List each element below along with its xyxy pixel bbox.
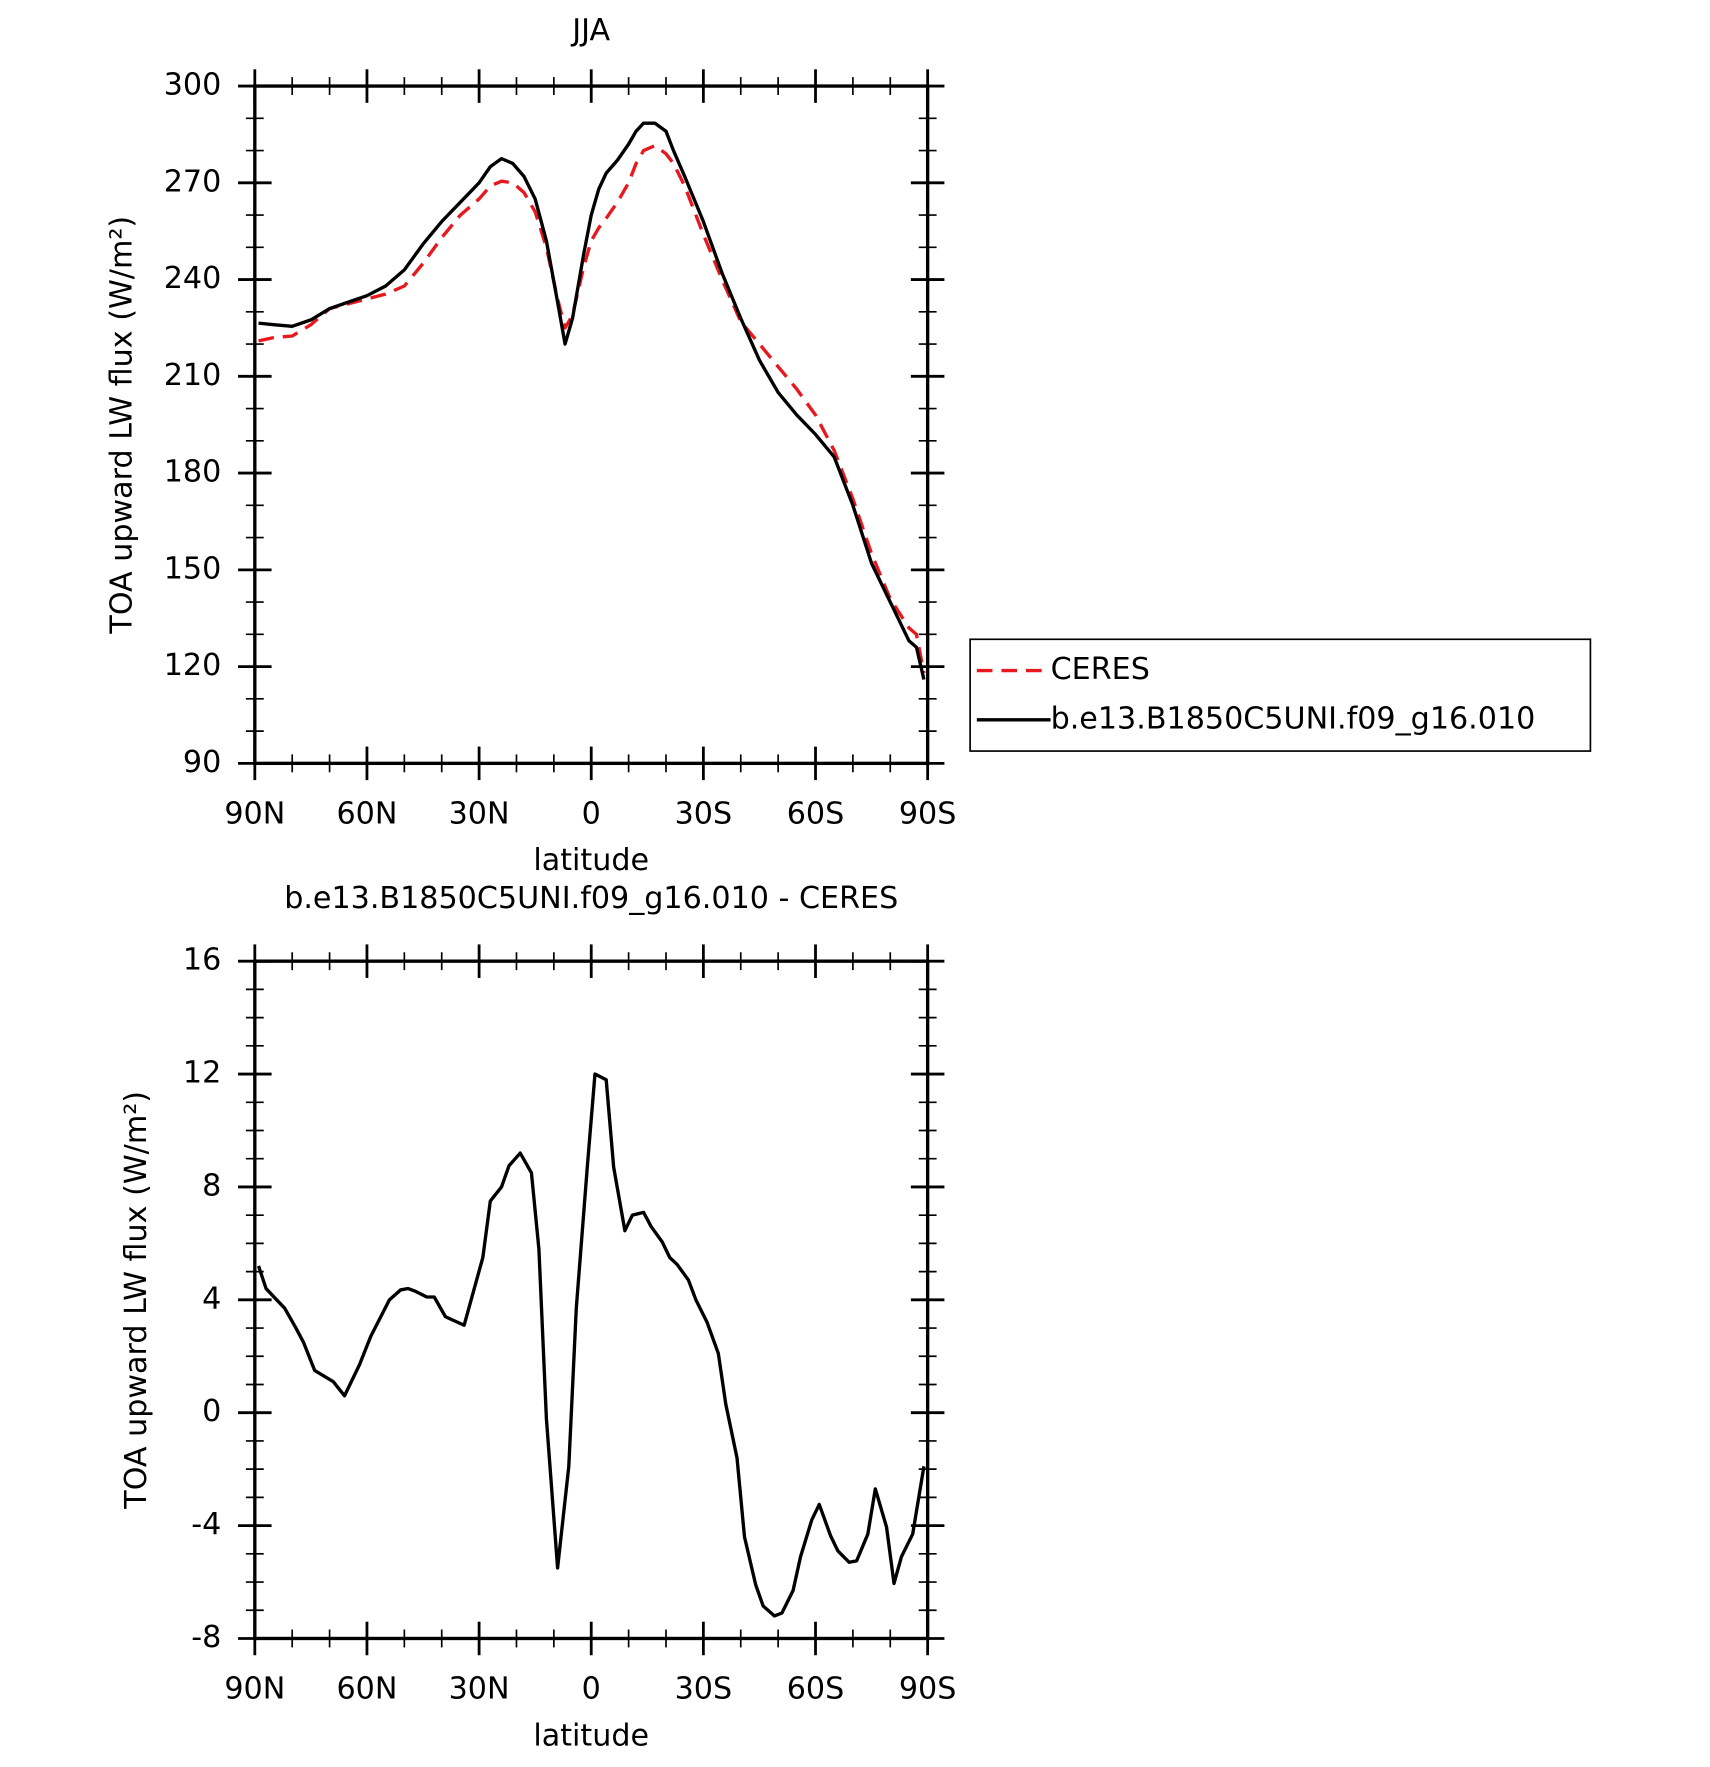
y-tick-label: 16 — [183, 943, 221, 978]
y-tick-label: 4 — [202, 1281, 221, 1316]
y-tick-label: 270 — [164, 164, 222, 199]
x-tick-label: 30S — [675, 796, 733, 831]
plot-frame — [253, 84, 930, 766]
y-tick-label: 120 — [164, 648, 222, 683]
y-tick-label: 12 — [183, 1056, 221, 1091]
x-tick-label: 0 — [582, 1671, 601, 1706]
x-tick-label: 90N — [224, 1671, 285, 1706]
y-tick-label: -8 — [191, 1620, 221, 1655]
x-tick-label: 0 — [582, 796, 601, 831]
y-tick-label: 210 — [164, 358, 222, 393]
y-tick-label: 150 — [164, 551, 222, 586]
x-tick-label: 30N — [449, 1671, 510, 1706]
y-tick-label: -4 — [191, 1507, 221, 1542]
chart-title: b.e13.B1850C5UNI.f09_g16.010 - CERES — [284, 881, 898, 916]
plot-frame — [253, 959, 930, 1641]
y-tick-label: 90 — [183, 745, 221, 780]
y-tick-label: 8 — [202, 1168, 221, 1203]
y-tick-label: 240 — [164, 261, 222, 296]
y-tick-label: 0 — [202, 1394, 221, 1429]
y-axis-label: TOA upward LW flux (W/m²) — [104, 216, 139, 635]
x-tick-label: 60S — [787, 1671, 845, 1706]
x-tick-label: 60N — [336, 1671, 397, 1706]
legend-box — [969, 638, 1592, 752]
series-line — [258, 144, 926, 674]
y-tick-label: 180 — [164, 455, 222, 490]
y-tick-label: 300 — [164, 68, 222, 103]
series-line — [256, 1072, 926, 1618]
x-tick-label: 60S — [787, 796, 845, 831]
x-tick-label: 30S — [675, 1671, 733, 1706]
legend-label: b.e13.B1850C5UNI.f09_g16.010 — [1051, 701, 1536, 736]
y-axis-label: TOA upward LW flux (W/m²) — [119, 1091, 154, 1510]
x-axis-label: latitude — [533, 1718, 649, 1753]
series-line — [258, 121, 926, 680]
x-axis-label: latitude — [533, 843, 649, 878]
x-tick-label: 60N — [336, 796, 397, 831]
chart-title: JJA — [570, 13, 610, 48]
x-tick-label: 90N — [224, 796, 285, 831]
x-tick-label: 90S — [899, 1671, 957, 1706]
x-tick-label: 30N — [449, 796, 510, 831]
legend-label: CERES — [1051, 652, 1150, 687]
x-tick-label: 90S — [899, 796, 957, 831]
